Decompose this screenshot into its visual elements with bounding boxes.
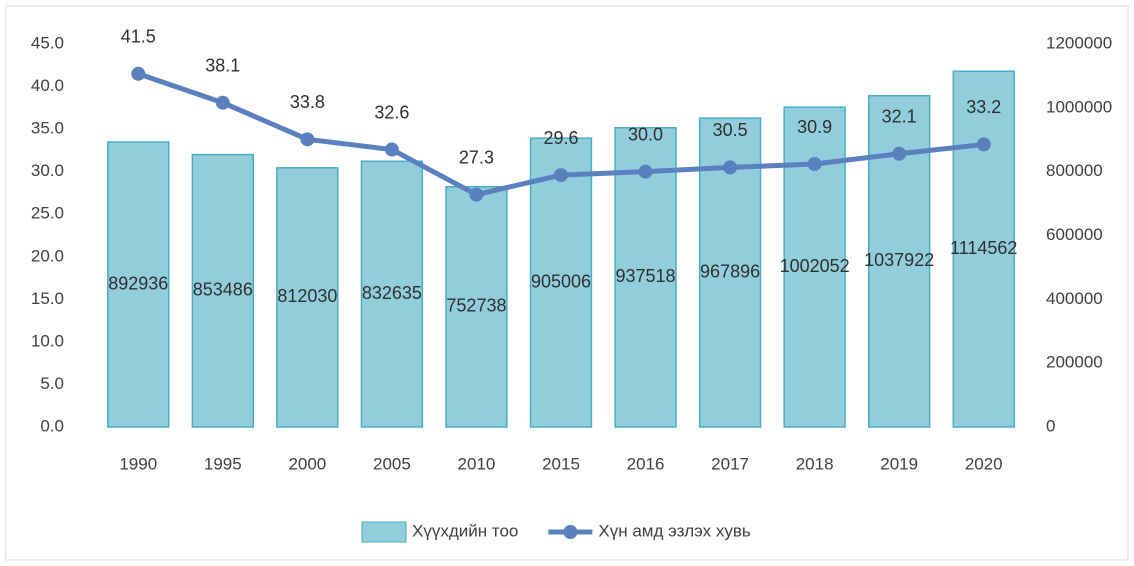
- bar-value-label: 752738: [446, 296, 506, 316]
- bar-value-label: 905006: [531, 271, 591, 291]
- x-tick-label: 2000: [288, 454, 326, 473]
- line-value-label: 30.5: [713, 120, 748, 140]
- line-marker: [554, 168, 568, 183]
- y2-tick-label: 0: [1046, 416, 1055, 435]
- bar-value-label: 812030: [277, 286, 337, 306]
- y-tick-label: 20.0: [31, 246, 64, 265]
- line-marker: [469, 187, 484, 202]
- legend-label: Хүн амд эзлэх хувь: [598, 521, 750, 540]
- line-marker: [976, 137, 991, 152]
- line-value-label: 41.5: [121, 27, 156, 47]
- line-marker: [300, 132, 315, 147]
- bar: [445, 186, 508, 428]
- bar: [952, 70, 1015, 428]
- x-tick-label: 2015: [542, 454, 580, 473]
- y-tick-label: 35.0: [31, 119, 64, 138]
- line-value-label: 30.9: [797, 117, 832, 137]
- legend-label: Хүүхдийн тоо: [412, 521, 518, 540]
- y2-tick-label: 400000: [1046, 289, 1103, 308]
- y-tick-label: 15.0: [31, 289, 64, 308]
- bar-value-label: 1037922: [864, 250, 934, 270]
- line-marker: [384, 142, 399, 157]
- line-value-label: 33.2: [966, 97, 1001, 117]
- y2-tick-label: 1200000: [1046, 33, 1112, 52]
- line-marker: [215, 95, 230, 110]
- y2-tick-label: 200000: [1046, 353, 1103, 372]
- y-tick-label: 30.0: [31, 161, 64, 180]
- bar: [529, 137, 593, 428]
- x-tick-label: 2018: [796, 454, 834, 473]
- legend-swatch: [563, 525, 578, 539]
- y-tick-label: 5.0: [40, 374, 64, 393]
- y-tick-label: 10.0: [31, 331, 64, 350]
- bar: [191, 153, 255, 428]
- x-tick-label: 2020: [965, 454, 1003, 473]
- bar-value-label: 1002052: [780, 256, 850, 276]
- x-tick-label: 2019: [880, 454, 918, 473]
- bar-value-label: 967896: [700, 261, 760, 281]
- line-marker: [892, 146, 907, 161]
- y-tick-label: 0.0: [40, 416, 64, 435]
- line-value-label: 30.0: [628, 124, 663, 144]
- bar: [360, 160, 424, 428]
- line-marker: [638, 164, 653, 179]
- bar: [276, 167, 339, 428]
- bar-value-label: 937518: [616, 266, 676, 286]
- line-marker: [723, 160, 738, 175]
- bar-value-label: 1114562: [950, 238, 1017, 258]
- x-tick-label: 2017: [711, 454, 749, 473]
- y2-tick-label: 1000000: [1046, 97, 1112, 116]
- x-tick-label: 1990: [119, 454, 157, 473]
- line-value-label: 32.6: [374, 102, 409, 122]
- x-tick-label: 2010: [458, 454, 496, 473]
- line-value-label: 29.6: [543, 128, 578, 148]
- y-tick-label: 45.0: [31, 33, 64, 52]
- legend-swatch: [361, 521, 407, 543]
- bar-value-label: 892936: [108, 273, 168, 293]
- y2-tick-label: 600000: [1046, 225, 1103, 244]
- line-value-label: 33.8: [290, 92, 325, 112]
- bar: [107, 141, 170, 428]
- line-marker: [131, 66, 146, 81]
- x-tick-label: 2016: [627, 454, 665, 473]
- line-value-label: 32.1: [882, 107, 917, 127]
- x-tick-label: 2005: [373, 454, 411, 473]
- line-value-label: 27.3: [459, 147, 494, 167]
- bar-value-label: 853486: [193, 280, 253, 300]
- x-tick-label: 1995: [204, 454, 242, 473]
- y-tick-label: 40.0: [31, 76, 64, 95]
- y2-tick-label: 800000: [1046, 161, 1103, 180]
- line-value-label: 38.1: [205, 55, 240, 75]
- line-marker: [807, 157, 822, 172]
- y-tick-label: 25.0: [31, 204, 64, 223]
- bar-value-label: 832635: [362, 283, 422, 303]
